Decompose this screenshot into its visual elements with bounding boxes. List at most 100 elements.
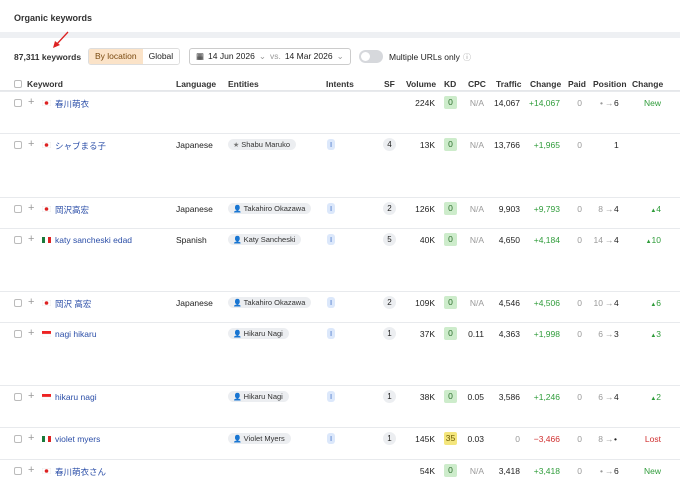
date-to: 14 Mar 2026 — [284, 51, 333, 61]
column-header[interactable]: Language — [176, 79, 217, 89]
column-header[interactable]: Intents — [326, 79, 354, 89]
add-button[interactable]: + — [28, 390, 35, 402]
volume: 109K — [415, 298, 435, 308]
volume: 38K — [419, 392, 435, 402]
sf-badge: 4 — [383, 138, 396, 151]
row-checkbox[interactable] — [14, 299, 22, 307]
position-change: ▲3 — [631, 329, 661, 339]
date-picker[interactable]: ▦ 14 Jun 2026 ⌄ vs. 14 Mar 2026 ⌄ — [189, 48, 351, 65]
kd-badge: 0 — [444, 233, 457, 246]
row-checkbox[interactable] — [14, 205, 22, 213]
paid: 0 — [577, 140, 582, 150]
add-button[interactable]: + — [28, 327, 35, 339]
keyword-count: 87,311 keywords — [14, 52, 82, 62]
position-change-value: 2 — [656, 392, 661, 402]
keyword-link[interactable]: 岡沢高宏 — [55, 205, 90, 215]
position-change: Lost — [631, 434, 661, 444]
select-all[interactable] — [14, 80, 22, 88]
keyword-link[interactable]: hikaru nagi — [55, 392, 97, 402]
kd-badge: 0 — [444, 296, 457, 309]
entity-icon: ★ — [233, 142, 242, 149]
column-header[interactable]: Entities — [228, 79, 259, 89]
sf-badge: 5 — [383, 233, 396, 246]
add-button[interactable]: + — [28, 138, 35, 150]
traffic-change: +1,965 — [533, 140, 560, 150]
volume: 126K — [415, 204, 435, 214]
keyword-link[interactable]: 春川萌衣さん — [55, 467, 107, 477]
column-header[interactable]: Keyword — [27, 79, 63, 89]
keyword-link[interactable]: nagi hikaru — [55, 329, 97, 339]
kd-badge: 0 — [444, 390, 457, 403]
row-checkbox[interactable] — [14, 236, 22, 244]
keyword-link[interactable]: シャブまる子 — [55, 141, 107, 151]
add-button[interactable]: + — [28, 432, 35, 444]
column-header[interactable]: SF — [384, 79, 395, 89]
position-change: ▲10 — [631, 235, 661, 245]
row-divider — [0, 197, 680, 198]
traffic: 9,903 — [498, 204, 520, 214]
intent-chip: I — [327, 328, 336, 339]
entity-name: Hikaru Nagi — [243, 329, 283, 338]
keyword-link[interactable]: 岡沢 高宏 — [55, 299, 92, 309]
annotation-arrow — [53, 31, 69, 48]
kd-badge: 0 — [444, 202, 457, 215]
traffic-change: +1,998 — [533, 329, 560, 339]
traffic: 14,067 — [494, 98, 520, 108]
column-header[interactable]: Paid — [568, 79, 586, 89]
position-to: 6 — [614, 98, 619, 108]
language: Spanish — [176, 235, 207, 245]
intent-chip: I — [327, 139, 336, 150]
entity-icon: 👤 — [233, 436, 244, 443]
entity-icon: 👤 — [233, 237, 244, 244]
tab[interactable]: By location — [89, 49, 143, 64]
header-panel: Organic keywords — [0, 0, 680, 32]
keyword-link[interactable]: 春川萌衣 — [55, 99, 90, 109]
intent-chip: I — [327, 234, 336, 245]
row-divider — [0, 322, 680, 323]
up-arrow: ▲ — [650, 396, 657, 402]
row-checkbox[interactable] — [14, 330, 22, 338]
flag — [41, 467, 52, 475]
keyword-link[interactable]: violet myers — [55, 434, 101, 444]
help-icon[interactable]: ⓘ — [463, 53, 471, 62]
column-header[interactable]: Change — [530, 79, 562, 89]
column-header[interactable]: Traffic — [496, 79, 522, 89]
paid: 0 — [577, 392, 582, 402]
traffic-change: +4,184 — [533, 235, 560, 245]
column-header[interactable]: CPC — [468, 79, 486, 89]
row-checkbox[interactable] — [14, 467, 22, 475]
row-checkbox[interactable] — [14, 141, 22, 149]
keyword-link[interactable]: katy sancheski edad — [55, 235, 133, 245]
add-button[interactable]: + — [28, 96, 35, 108]
row-checkbox[interactable] — [14, 435, 22, 443]
entity-chip: 👤 Katy Sancheski — [228, 234, 302, 245]
traffic-change: +4,506 — [533, 298, 560, 308]
position-change: New — [631, 466, 661, 476]
column-header[interactable]: Change — [632, 79, 664, 89]
toggle[interactable] — [359, 50, 383, 63]
cpc: 0.03 — [467, 434, 484, 444]
traffic: 3,418 — [498, 466, 520, 476]
add-button[interactable]: + — [28, 202, 35, 214]
traffic-change: +9,793 — [533, 204, 560, 214]
position-arrow: → — [605, 434, 614, 444]
add-button[interactable]: + — [28, 296, 35, 308]
language: Japanese — [176, 204, 213, 214]
position-from: • — [600, 466, 603, 476]
add-button[interactable]: + — [28, 464, 35, 476]
traffic-change: −3,466 — [533, 434, 560, 444]
tab[interactable]: Global — [142, 49, 180, 64]
traffic-change: +3,418 — [533, 466, 560, 476]
row-checkbox[interactable] — [14, 393, 22, 401]
paid: 0 — [577, 235, 582, 245]
row-checkbox[interactable] — [14, 99, 22, 107]
position-arrow: → — [605, 98, 614, 108]
column-header[interactable]: Position — [593, 79, 627, 89]
column-header[interactable]: Volume — [406, 79, 437, 89]
column-header[interactable]: KD — [444, 79, 457, 89]
cpc: N/A — [469, 235, 484, 245]
add-button[interactable]: + — [28, 233, 35, 245]
intent-chip: I — [327, 297, 336, 308]
row-divider — [0, 459, 680, 460]
toggle-knob — [361, 52, 370, 61]
